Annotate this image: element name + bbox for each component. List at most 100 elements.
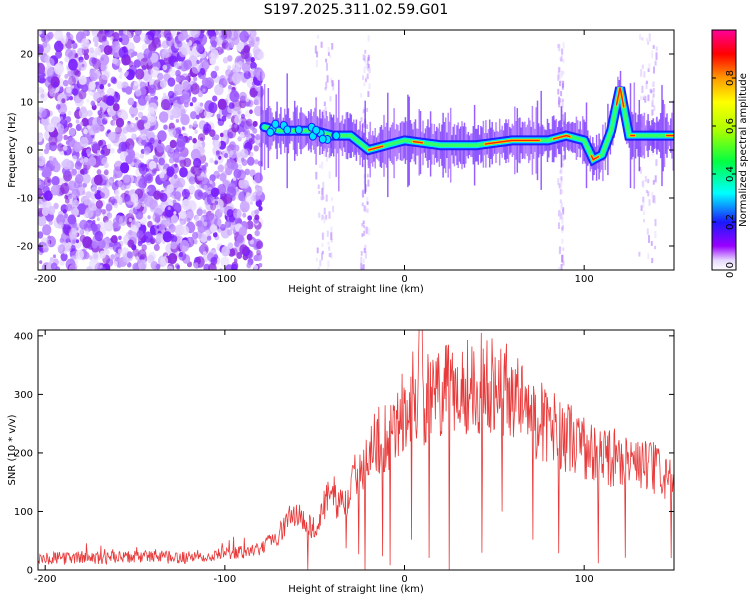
noise-blob [78,75,87,85]
noise-blob [208,263,217,270]
x-tick-label: -200 [34,574,57,585]
noise-blob [106,212,113,219]
noise-streak [651,97,654,103]
noise-blob [67,137,76,148]
noise-blob [226,186,237,199]
noise-streak [328,253,331,258]
noise-streak [652,45,655,49]
noise-blob [210,203,217,211]
noise-blob [46,32,53,41]
noise-blob [214,217,222,227]
noise-blob [213,170,220,179]
noise-streak [652,93,655,98]
signal-blob [283,125,292,135]
noise-streak [654,175,657,183]
noise-streak [314,45,317,54]
noise-blob [171,235,178,243]
colorbar-tick-label: 0.8 [725,70,736,86]
noise-streak [366,208,369,213]
noise-blob [227,131,234,139]
noise-blob [170,225,175,231]
noise-blob [90,186,98,195]
noise-streak [652,179,655,185]
noise-streak [368,83,371,90]
noise-blob [175,75,182,83]
noise-blob [67,180,77,191]
noise-blob [229,30,239,41]
noise-blob [76,106,81,112]
noise-streak [364,250,367,259]
noise-streak [647,179,650,184]
noise-blob [149,106,155,113]
noise-streak [319,164,321,168]
noise-streak [558,183,561,189]
noise-blob [54,40,64,53]
noise-blob [133,59,141,68]
noise-streak [561,110,564,118]
noise-blob [60,252,68,262]
noise-streak [325,156,328,162]
noise-streak [365,76,368,81]
noise-blob [56,214,66,225]
noise-blob [94,231,104,242]
noise-blob [105,203,113,212]
noise-blob [213,231,218,238]
noise-streak [326,268,329,270]
noise-blob [159,79,167,89]
noise-streak [321,161,324,169]
noise-blob [68,127,76,136]
noise-blob [254,214,260,221]
noise-blob [247,215,253,221]
noise-blob [236,252,243,259]
noise-streak [559,98,562,103]
noise-blob [106,143,112,149]
noise-blob [135,210,144,220]
noise-streak [315,171,318,180]
noise-blob [116,81,124,90]
noise-streak [648,63,651,70]
noise-blob [146,111,157,123]
noise-blob [136,230,144,239]
noise-blob [132,248,140,257]
noise-blob [214,134,220,141]
noise-blob [61,98,66,104]
snr-frame [37,329,675,571]
noise-streak [362,75,364,80]
noise-blob [67,194,78,206]
noise-streak [559,199,562,204]
noise-blob [100,149,105,155]
noise-streak [317,34,320,39]
noise-blob [216,113,221,119]
y-tick-label: 20 [20,50,33,61]
noise-blob [90,203,96,210]
noise-blob [83,128,88,135]
noise-blob [128,229,133,236]
noise-blob [127,97,135,106]
noise-blob [101,208,106,215]
noise-blob [71,207,79,217]
signal-blob [318,134,327,144]
noise-streak [328,211,331,219]
noise-blob [178,33,185,42]
noise-streak [561,203,563,210]
noise-streak [643,94,646,99]
signal-peak [615,87,625,108]
noise-blob [209,157,214,164]
noise-blob [181,225,190,236]
noise-blob [46,57,55,68]
noise-blob [83,156,89,163]
noise-blob [155,263,161,270]
noise-blob [252,46,261,55]
noise-blob [162,231,173,243]
x-tick-label: -100 [213,574,236,585]
noise-blob [167,206,171,211]
noise-streak [560,166,563,175]
noise-blob [82,236,93,249]
noise-blob [226,37,230,42]
noise-blob [234,124,238,128]
noise-blob [240,120,245,126]
noise-streak [647,68,650,73]
noise-streak [558,209,561,214]
noise-blob [57,143,65,152]
noise-blob [233,168,242,179]
